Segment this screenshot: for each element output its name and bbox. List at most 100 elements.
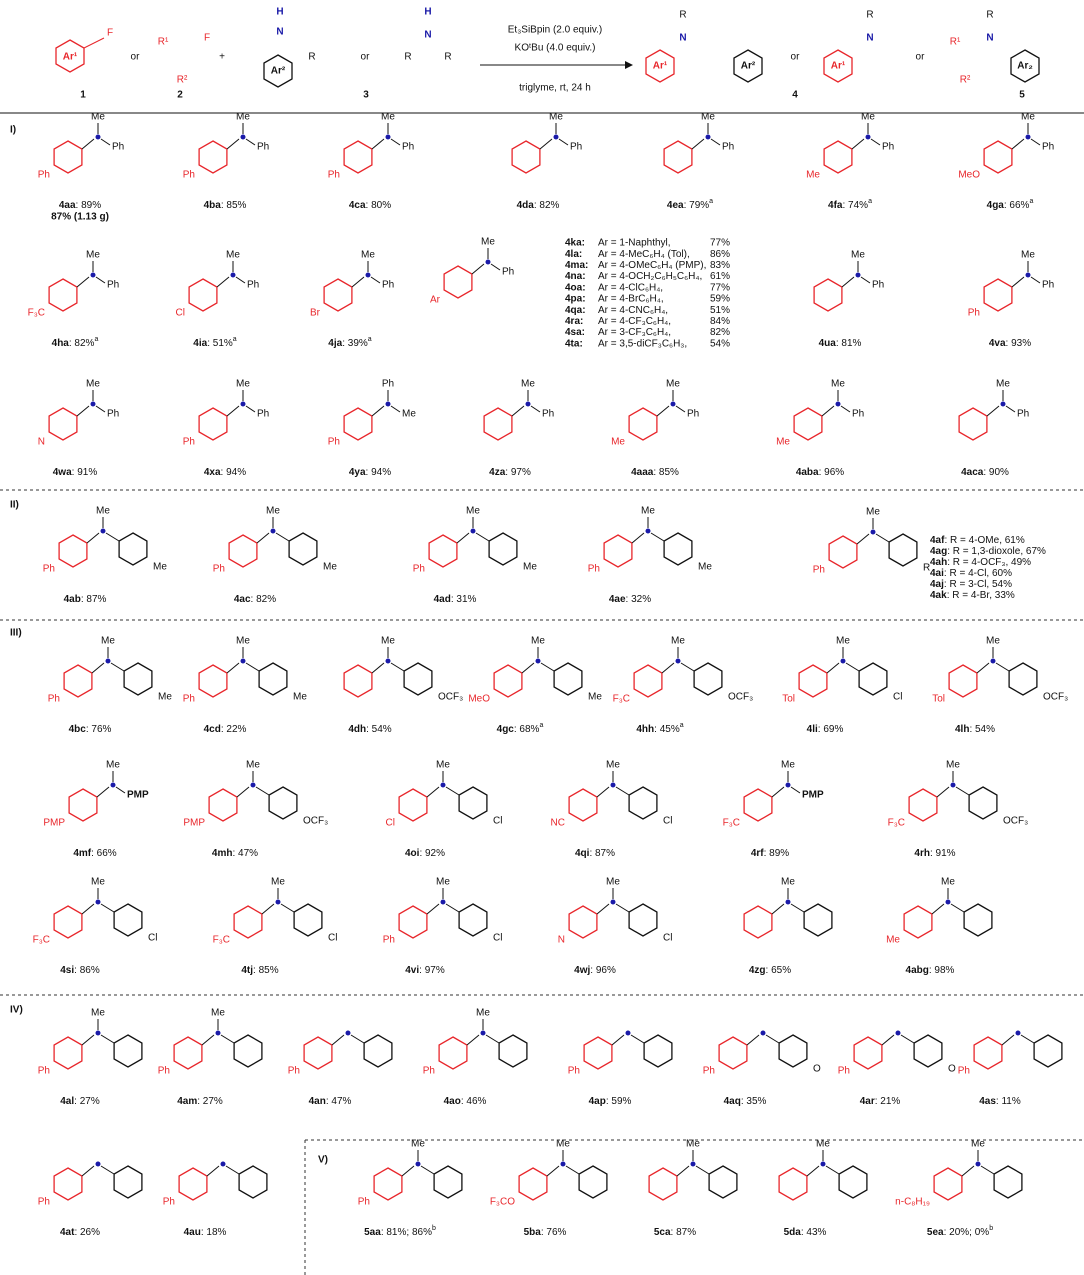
nitrogen	[821, 1162, 826, 1167]
compound-id: 5ea	[927, 1227, 944, 1238]
n-substituent: Me	[271, 877, 285, 888]
nitrogen	[946, 900, 951, 905]
compound-label: 4ca: 80%	[349, 200, 391, 211]
substituent: N	[558, 935, 565, 946]
aryl-ring	[499, 1035, 527, 1067]
yield: : 76%	[541, 1227, 567, 1238]
compound-label: 4ga: 66%a	[987, 198, 1034, 210]
nitrogen	[441, 900, 446, 905]
aryl-ring	[914, 1035, 942, 1067]
ring-substituent: O	[948, 1064, 956, 1075]
substituent: Me	[806, 170, 820, 181]
compound-label: 4dh: 54%	[348, 724, 391, 735]
compound-id: 4am	[177, 1096, 197, 1107]
compound-label: 4rf: 89%	[751, 848, 789, 859]
bond	[351, 1035, 364, 1043]
bond	[616, 787, 629, 795]
nitrogen	[96, 1162, 101, 1167]
bond	[677, 1166, 689, 1176]
bond	[256, 787, 269, 795]
compound-id: 4oi	[405, 848, 420, 859]
n-substituent: Me	[606, 877, 620, 888]
n-substituent: Me	[549, 112, 563, 123]
table-id: 4qa:	[565, 305, 586, 316]
yield: : 20%; 0%	[944, 1227, 990, 1238]
yield: : 39%	[342, 338, 368, 349]
bond	[1012, 277, 1024, 287]
n-substituent: Me	[521, 379, 535, 390]
table-id: 4ta:	[565, 338, 583, 349]
bond	[559, 139, 568, 145]
yield: : 66%	[1004, 200, 1030, 211]
aryl-ring	[744, 906, 772, 938]
aryl-ring	[634, 665, 662, 697]
nitrogen	[896, 1031, 901, 1036]
bond	[951, 904, 964, 912]
bond	[77, 406, 89, 416]
n-substituent: Me	[236, 379, 250, 390]
n-substituent: Ph	[257, 142, 269, 153]
section-label: I)	[10, 125, 16, 136]
bond	[1031, 277, 1040, 283]
compound-label: 4ao: 46%	[444, 1096, 487, 1107]
compound-label: 4fa: 74%a	[828, 198, 872, 210]
compound-id: 4at	[60, 1227, 75, 1238]
compound-label: 4tj: 85%	[241, 965, 278, 976]
compound-id: 4mf	[73, 848, 91, 859]
substituent: Ph	[48, 694, 60, 705]
aryl-ring	[854, 1037, 882, 1069]
bond	[262, 904, 274, 914]
nitrogen	[91, 402, 96, 407]
n-substituent: Me	[866, 507, 880, 518]
ring-substituent: Cl	[663, 816, 672, 827]
aryl-ring	[324, 279, 352, 311]
ring-substituent: Me	[158, 692, 172, 703]
bond	[391, 406, 400, 412]
yield: : 11%	[996, 1096, 1021, 1107]
bond	[87, 533, 99, 543]
compound-id: 4ja	[328, 338, 342, 349]
yield: : 90%	[983, 467, 1009, 478]
nitrogen	[991, 659, 996, 664]
n-substituent: Me	[666, 379, 680, 390]
n-substituent: Me	[361, 250, 375, 261]
ring-substituent: OCF₃	[1003, 816, 1028, 827]
ring-substituent: OCF₃	[438, 692, 463, 703]
nitrogen	[106, 659, 111, 664]
table-yield: 54%	[710, 338, 730, 349]
n-substituent: Ph	[382, 280, 394, 291]
aryl-ring	[579, 1166, 607, 1198]
bond	[597, 904, 609, 914]
footnote: a	[94, 336, 98, 343]
n-substituent: Me	[101, 636, 115, 647]
n-substituent: Me	[106, 760, 120, 771]
bond	[1006, 406, 1015, 412]
aryl-ring	[814, 279, 842, 311]
yield: : 54%	[366, 724, 392, 735]
n-substituent: Me	[246, 760, 260, 771]
compound-label: 4si: 86%	[60, 965, 100, 976]
aryl-ring	[114, 904, 142, 936]
list-id: 4ah	[930, 557, 947, 568]
aryl-ring	[969, 787, 997, 819]
n-substituent: Me	[701, 112, 715, 123]
section-label: II)	[10, 500, 19, 511]
bond	[371, 277, 380, 283]
bond	[77, 277, 89, 287]
header-text: F	[107, 28, 113, 39]
n-substituent: Ph	[1042, 280, 1054, 291]
bond	[372, 139, 384, 149]
section-label: V)	[318, 1155, 328, 1166]
nitrogen	[761, 1031, 766, 1036]
header-text: triglyme, rt, 24 h	[519, 83, 591, 94]
substituent: N	[38, 437, 45, 448]
yield: : 87%	[671, 1227, 697, 1238]
aryl-ring	[934, 1168, 962, 1200]
ring-substituent: OCF₃	[728, 692, 753, 703]
table-yield: 77%	[710, 238, 730, 249]
yield: : 81%; 86%	[381, 1227, 432, 1238]
aryl-ring	[124, 663, 152, 695]
compound-id: 4abg	[906, 965, 929, 976]
header-text: Ar¹	[653, 61, 668, 72]
n-substituent: Ph	[257, 409, 269, 420]
